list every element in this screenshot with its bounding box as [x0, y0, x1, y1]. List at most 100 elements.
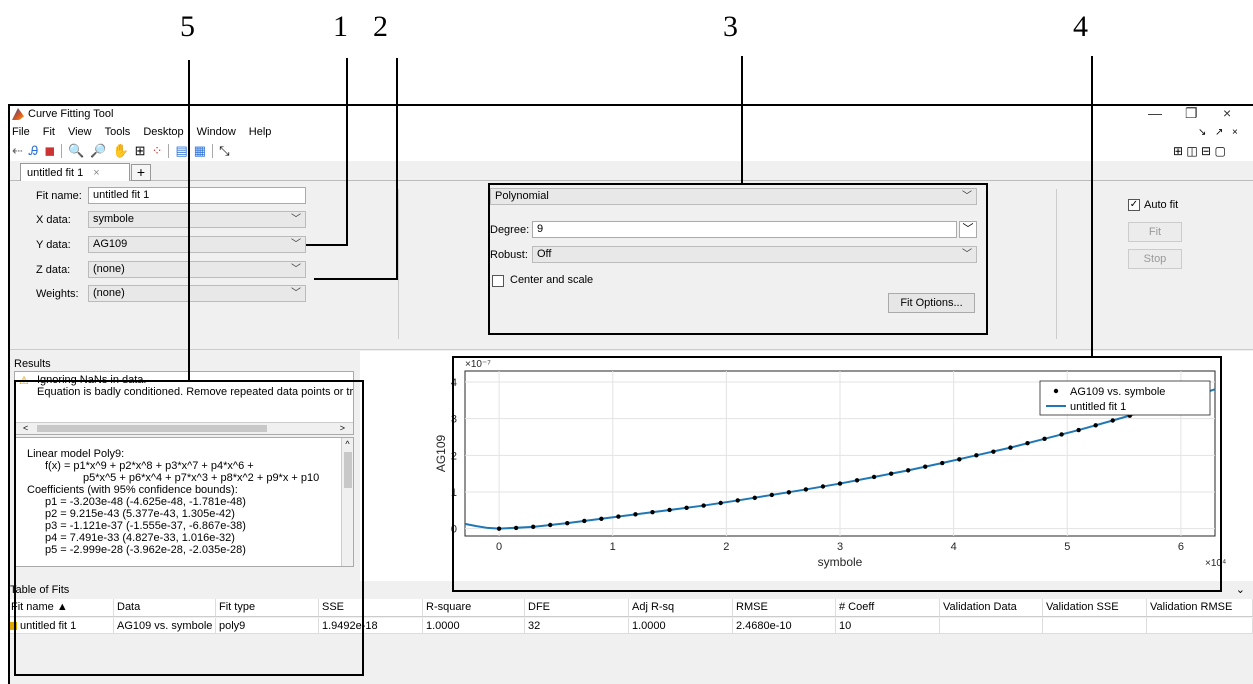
maximize-button[interactable]: ❐ [1185, 105, 1198, 121]
scroll-right-icon[interactable]: > [339, 423, 345, 433]
divider [398, 189, 399, 339]
data-point [1042, 436, 1047, 442]
z-data-value: (none) [93, 263, 125, 275]
undock-icon[interactable]: ↘ [1198, 126, 1207, 138]
robust-select[interactable]: Off ﹀ [532, 246, 977, 263]
col-validation-data[interactable]: Validation Data [940, 599, 1043, 616]
fit-type-select[interactable]: Polynomial ﹀ [490, 188, 977, 205]
x-tick-label: 5 [1064, 541, 1070, 553]
minimize-button[interactable]: — [1148, 105, 1162, 121]
cell-dfe: 32 [525, 618, 629, 633]
layout-tile-icon[interactable]: ⊞ ◫ ⊟ ▢ [1173, 144, 1226, 158]
dock-icon[interactable]: ↗ [1215, 126, 1224, 138]
col-fit-name[interactable]: Fit name ▲ [8, 599, 114, 616]
menu-file[interactable]: File [12, 126, 30, 138]
fit-options-button[interactable]: Fit Options... [888, 293, 975, 313]
col-fit-type[interactable]: Fit type [216, 599, 319, 616]
data-point [1059, 432, 1064, 437]
menu-window[interactable]: Window [196, 126, 236, 138]
menu-fit[interactable]: Fit [42, 126, 55, 138]
chevron-down-icon: ﹀ [962, 191, 972, 202]
leader-2 [396, 58, 398, 280]
callout-box-5 [14, 380, 364, 676]
auto-fit-checkbox[interactable]: ✓ [1128, 199, 1140, 211]
scroll-thumb[interactable] [343, 452, 352, 488]
fit-button[interactable]: Fit [1128, 222, 1182, 242]
callout-4: 4 [1073, 10, 1088, 43]
legend-icon[interactable]: ▤ [175, 143, 188, 158]
col-validation-rmse[interactable]: Validation RMSE [1147, 599, 1253, 616]
cell-adj-r-sq: 1.0000 [629, 618, 733, 633]
menu-help[interactable]: Help [248, 126, 272, 138]
scroll-up-icon[interactable]: ^ [345, 439, 350, 449]
degree-select[interactable]: 9 [532, 221, 957, 238]
col-num-coeff[interactable]: # Coeff [836, 599, 940, 616]
menu-desktop[interactable]: Desktop [143, 126, 184, 138]
x-data-select[interactable]: symbole ﹀ [88, 211, 306, 228]
results-title: Results [14, 358, 51, 370]
data-point [1008, 445, 1013, 450]
leader-1 [346, 58, 348, 246]
col-r-square[interactable]: R-square [423, 599, 525, 616]
data-point [633, 512, 638, 517]
fit-name-input[interactable]: untitled fit 1 [88, 187, 306, 204]
x-tick-label: 0 [496, 541, 502, 553]
robust-value: Off [537, 248, 552, 260]
vertical-scrollbar[interactable]: ^ [341, 438, 353, 566]
degree-chevron-icon[interactable]: ﹀ [959, 221, 977, 238]
col-adj-r-sq[interactable]: Adj R-sq [629, 599, 733, 616]
data-icon[interactable]: Ꭿ [28, 143, 39, 158]
result-line: p1 = -3.203e-48 (-4.625e-48, -1.781e-48) [45, 496, 246, 508]
tab-close-icon[interactable]: × [93, 166, 100, 179]
plot-icon[interactable]: ◼ [44, 143, 56, 158]
close-figure-icon[interactable]: × [1232, 126, 1238, 138]
col-validation-sse[interactable]: Validation SSE [1043, 599, 1147, 616]
center-scale-checkbox[interactable] [492, 275, 504, 287]
data-cursor-icon[interactable]: ⊞ [134, 143, 146, 158]
callout-2: 2 [373, 10, 388, 43]
result-line: f(x) = p1*x^9 + p2*x^8 + p3*x^7 + p4*x^6… [45, 460, 254, 472]
title-bar: Curve Fitting Tool — ❐ × [8, 105, 1253, 123]
close-button[interactable]: × [1223, 105, 1232, 121]
stop-button[interactable]: Stop [1128, 249, 1182, 269]
result-line: p4 = 7.491e-33 (4.827e-33, 1.016e-32) [45, 532, 235, 544]
col-sse[interactable]: SSE [319, 599, 423, 616]
zoom-out-icon[interactable]: 🔎 [90, 143, 107, 158]
axes-limits-icon[interactable]: ⤡ [219, 143, 230, 158]
results-text: Linear model Poly9: f(x) = p1*x^9 + p2*x… [14, 437, 354, 567]
add-tab-button[interactable]: + [131, 164, 151, 181]
data-point [650, 509, 655, 515]
data-point [684, 505, 689, 510]
data-point [1025, 441, 1030, 446]
chevron-down-icon: ﹀ [291, 264, 301, 275]
new-fit-icon[interactable]: ⇠ [12, 143, 23, 158]
scroll-left-icon[interactable]: < [23, 423, 29, 433]
data-point [565, 520, 570, 526]
y-exponent-label: ×10⁻⁷ [465, 359, 491, 370]
y-data-select[interactable]: AG109 ﹀ [88, 236, 306, 253]
cell-validation-rmse [1147, 618, 1253, 633]
collapse-chevron-icon[interactable]: ⌄ [1235, 584, 1245, 596]
col-dfe[interactable]: DFE [525, 599, 629, 616]
col-data[interactable]: Data [114, 599, 216, 616]
horizontal-scrollbar[interactable]: < > [15, 422, 353, 434]
tab-untitled-fit-1[interactable]: untitled fit 1 × [20, 163, 130, 181]
grid-icon[interactable]: ▦ [193, 143, 207, 158]
exclude-outliers-icon[interactable]: ⁘ [151, 143, 163, 158]
pan-icon[interactable]: ✋ [112, 143, 129, 158]
x-tick-label: 2 [723, 541, 729, 553]
table-row[interactable]: untitled fit 1 AG109 vs. symbole poly9 1… [8, 618, 1253, 634]
col-rmse[interactable]: RMSE [733, 599, 836, 616]
menu-view[interactable]: View [67, 126, 92, 138]
callout-1: 1 [333, 10, 348, 43]
warning-conditioned: Equation is badly conditioned. Remove re… [37, 386, 354, 398]
data-point [940, 460, 945, 466]
x-tick-label: 3 [837, 541, 843, 553]
weights-select[interactable]: (none) ﹀ [88, 285, 306, 302]
z-data-select[interactable]: (none) ﹀ [88, 261, 306, 278]
window-left-border [8, 104, 10, 684]
menu-tools[interactable]: Tools [104, 126, 131, 138]
zoom-in-icon[interactable]: 🔍 [68, 143, 85, 158]
scroll-thumb[interactable] [37, 425, 267, 432]
